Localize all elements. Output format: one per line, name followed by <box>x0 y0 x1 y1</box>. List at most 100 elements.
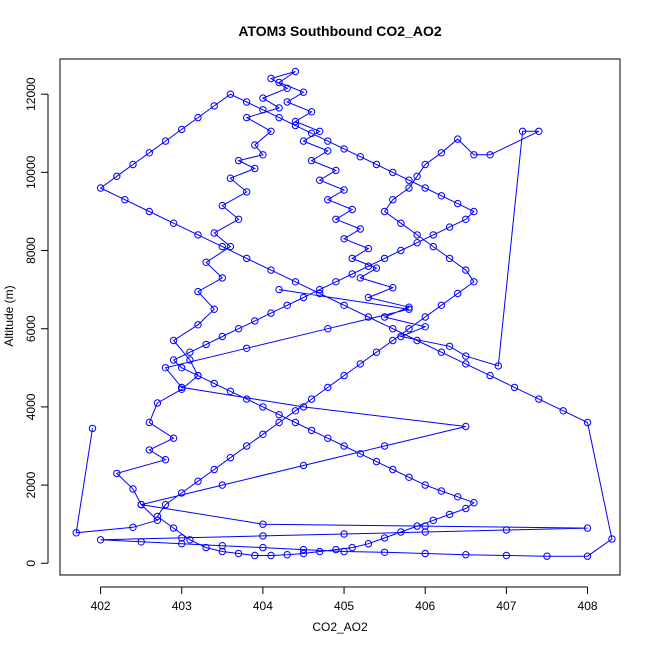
data-point <box>421 160 429 169</box>
data-point <box>486 371 494 380</box>
data-point <box>470 207 478 216</box>
data-point <box>96 184 105 192</box>
data-point <box>96 536 105 544</box>
data-point <box>299 293 308 302</box>
data-point <box>194 477 202 485</box>
data-point <box>243 254 251 263</box>
data-point <box>462 215 470 224</box>
data-point <box>316 127 324 136</box>
data-point <box>161 137 170 145</box>
data-point <box>210 229 218 237</box>
data-point <box>291 407 300 415</box>
data-point <box>259 106 267 114</box>
data-point <box>462 422 470 431</box>
data-point <box>348 254 356 263</box>
data-point <box>316 289 324 298</box>
data-point <box>299 545 308 554</box>
data-point <box>299 461 308 470</box>
data-point <box>275 78 283 87</box>
data-point <box>145 149 154 157</box>
data-point <box>121 196 129 204</box>
data-point <box>332 166 340 175</box>
data-point <box>364 293 373 302</box>
data-point <box>397 332 405 341</box>
x-tick-label: 408 <box>578 599 598 613</box>
data-point <box>307 395 316 403</box>
data-point <box>218 332 227 341</box>
data-point <box>494 362 502 370</box>
data-point <box>194 321 202 329</box>
data-point <box>454 289 462 298</box>
data-point <box>243 113 251 122</box>
data-point <box>535 395 543 403</box>
data-point <box>340 235 348 243</box>
data-point <box>283 551 291 559</box>
data-point <box>421 184 429 192</box>
data-point <box>502 526 511 534</box>
data-point <box>316 176 324 184</box>
data-point <box>413 239 421 247</box>
data-point <box>462 360 470 368</box>
data-point <box>259 403 267 411</box>
data-point <box>129 485 137 493</box>
data-point <box>356 360 364 368</box>
data-point <box>267 551 275 560</box>
data-point <box>583 418 592 427</box>
data-point <box>299 403 308 411</box>
data-point <box>234 549 243 558</box>
data-point <box>275 285 283 294</box>
data-point <box>470 151 478 159</box>
data-point <box>88 424 97 433</box>
data-point <box>380 254 389 263</box>
data-point <box>389 168 397 177</box>
data-point <box>178 385 186 393</box>
y-axis-label: Altitude (m) <box>2 285 16 346</box>
data-point <box>291 418 300 427</box>
data-point <box>307 108 316 116</box>
data-point <box>405 325 413 333</box>
data-point <box>283 84 291 93</box>
data-point <box>356 450 364 458</box>
data-point <box>405 305 413 313</box>
data-point <box>437 348 446 356</box>
data-point <box>291 278 300 286</box>
plot-frame <box>59 58 621 576</box>
data-point <box>437 149 446 157</box>
data-point <box>348 270 356 278</box>
data-point <box>169 434 178 442</box>
data-point <box>169 524 178 532</box>
data-point <box>226 242 235 251</box>
data-point <box>372 457 381 466</box>
data-point <box>608 535 616 543</box>
data-point <box>169 356 178 364</box>
data-point <box>218 547 227 556</box>
data-point <box>234 215 243 224</box>
data-point <box>178 540 186 548</box>
data-point <box>316 547 324 556</box>
data-point <box>299 137 308 145</box>
data-point <box>275 418 283 427</box>
data-point <box>251 141 259 149</box>
data-point <box>380 548 389 556</box>
data-point <box>218 274 227 282</box>
y-tick-label: 8000 <box>24 237 38 264</box>
data-point <box>251 551 259 560</box>
data-point <box>234 156 243 165</box>
data-point <box>259 94 267 102</box>
data-point <box>324 137 332 145</box>
data-point <box>340 530 348 538</box>
data-point <box>332 215 340 224</box>
data-point <box>243 442 251 450</box>
y-tick-label: 10000 <box>24 155 38 189</box>
data-point <box>186 356 194 364</box>
data-point <box>243 98 251 106</box>
data-point <box>462 551 470 559</box>
data-point <box>226 387 235 395</box>
data-point <box>445 510 454 519</box>
data-point <box>324 383 332 392</box>
data-point <box>226 90 235 98</box>
data-point <box>340 371 348 380</box>
data-point <box>210 102 218 110</box>
data-point <box>194 113 202 122</box>
data-point <box>145 207 154 216</box>
